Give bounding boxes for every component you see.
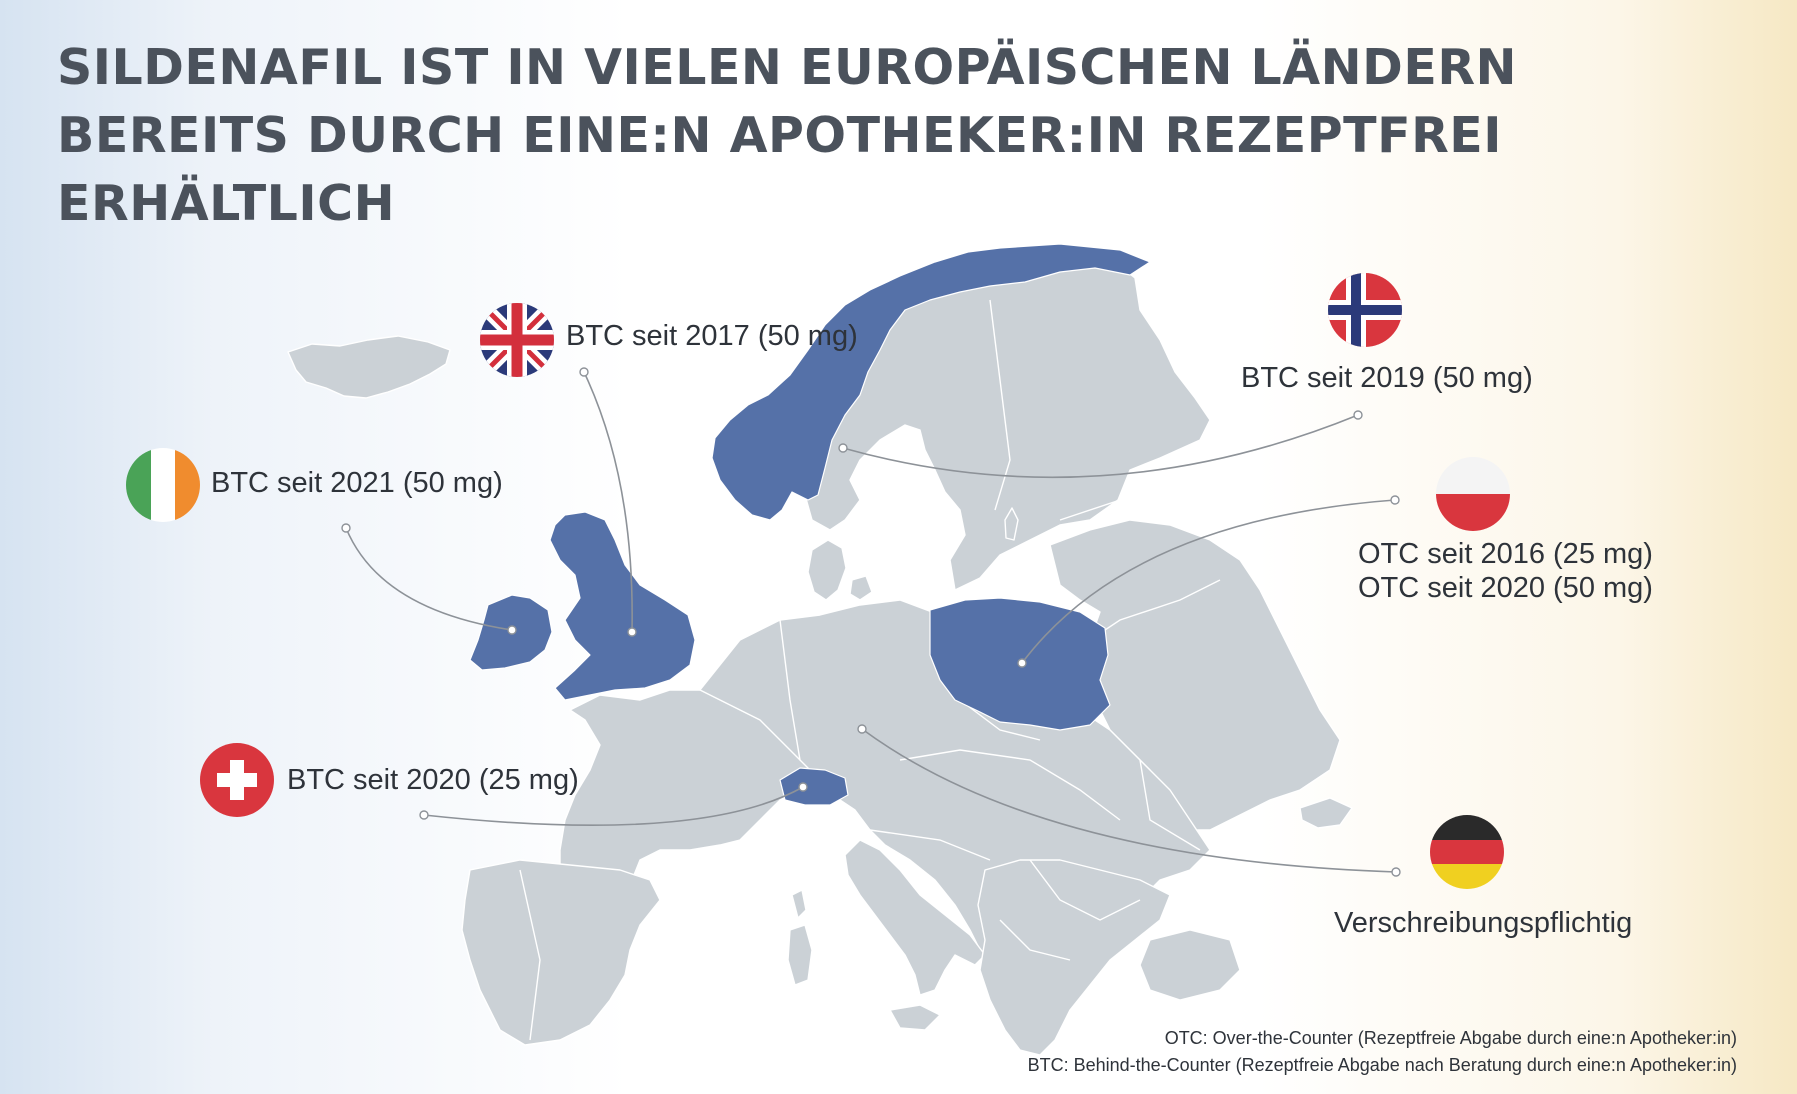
denmark-shape: [807, 539, 847, 601]
connector-germany: [861, 728, 1397, 873]
germany-flag-icon: [1430, 815, 1504, 889]
switzerland-shape: [779, 767, 849, 806]
connector-end-dot: [1390, 495, 1400, 505]
connector-end-dot: [419, 810, 429, 820]
iberia-shape: [461, 859, 661, 1046]
uk-status-label: BTC seit 2017 (50 mg): [566, 320, 858, 352]
poland-status-label-2: OTC seit 2020 (50 mg): [1358, 572, 1653, 604]
norway-status-label: BTC seit 2019 (50 mg): [1241, 362, 1533, 394]
sardinia-shape: [787, 924, 813, 986]
connector-end-dot: [507, 625, 517, 635]
title-line: SILDENAFIL IST IN VIELEN EUROPÄISCHEN LÄ…: [57, 39, 1518, 96]
corsica-shape: [791, 889, 807, 919]
footnote-otc: OTC: Over-the-Counter (Rezeptfreie Abgab…: [1164, 1028, 1737, 1048]
connector-poland: [1021, 499, 1396, 664]
sicily-shape: [889, 1004, 941, 1031]
connector-norway: [842, 414, 1359, 479]
connector-end-dot: [341, 523, 351, 533]
italy-shape: [844, 839, 986, 996]
turkey-shape: [1139, 929, 1241, 1001]
switzerland-status-label: BTC seit 2020 (25 mg): [287, 764, 579, 796]
crimea-shape: [1299, 797, 1353, 829]
poland-flag-icon: [1436, 457, 1510, 531]
connector-end-dot: [857, 724, 867, 734]
iceland-shape: [287, 335, 451, 399]
norway-shape: [711, 243, 1151, 521]
title-line: ERHÄLTLICH: [57, 175, 396, 232]
swiss-flag-icon: [200, 743, 274, 817]
connector-end-dot: [627, 627, 637, 637]
connector-end-dot: [1353, 410, 1363, 420]
uk-flag-icon: [480, 303, 554, 377]
uk-shape: [549, 511, 696, 701]
title-line: BEREITS DURCH EINE:N APOTHEKER:IN REZEPT…: [57, 107, 1503, 164]
ireland-status-label: BTC seit 2021 (50 mg): [211, 467, 503, 499]
connector-end-dot: [1391, 867, 1401, 877]
connector-uk: [583, 371, 633, 633]
connector-switzerland: [423, 786, 804, 827]
connector-end-dot: [838, 443, 848, 453]
poland-status-label-1: OTC seit 2016 (25 mg): [1358, 538, 1653, 570]
connector-ireland: [345, 527, 513, 631]
danish-island-shape: [849, 575, 873, 601]
connector-end-dot: [1017, 658, 1027, 668]
page-title: SILDENAFIL IST IN VIELEN EUROPÄISCHEN LÄ…: [57, 34, 1557, 238]
norway-flag-icon: [1328, 273, 1402, 347]
footnote-btc: BTC: Behind-the-Counter (Rezeptfreie Abg…: [1027, 1055, 1737, 1075]
ireland-flag-icon: [126, 448, 200, 522]
connector-end-dot: [798, 782, 808, 792]
connector-end-dot: [579, 367, 589, 377]
gotland-shape: [1004, 507, 1019, 541]
connectors: [341, 367, 1401, 877]
germany-status-label: Verschreibungspflichtig: [1334, 907, 1633, 939]
footnotes: OTC: Over-the-Counter (Rezeptfreie Abgab…: [1028, 1025, 1737, 1079]
